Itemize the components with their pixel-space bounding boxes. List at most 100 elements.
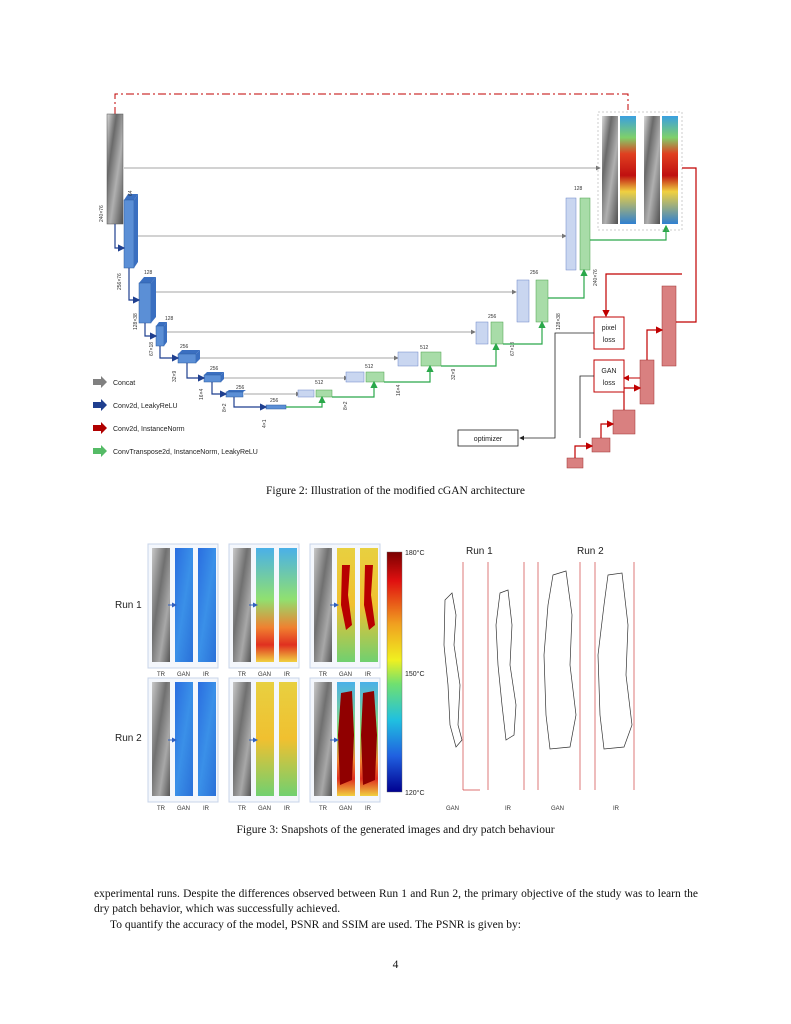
gan-loss-label-2: loss bbox=[603, 380, 616, 387]
dec-size-2: 67×18 bbox=[510, 342, 516, 356]
encoder-blocks bbox=[123, 194, 287, 410]
contour-header-run2: Run 2 bbox=[577, 546, 604, 557]
enc-size-2: 128×38 bbox=[133, 313, 139, 330]
encoder-block-2 bbox=[138, 282, 152, 324]
enc-ch-2: 128 bbox=[165, 316, 174, 322]
legend-label-2: Conv2d, InstanceNorm bbox=[113, 426, 185, 433]
pixel-loss-label-1: pixel bbox=[602, 325, 617, 332]
enc-ch-1: 128 bbox=[144, 270, 153, 276]
output-gray-image-1 bbox=[602, 116, 618, 224]
run2-panels bbox=[147, 677, 381, 803]
row-label-run-1: Run 1 bbox=[115, 600, 142, 611]
colorbar-mid: 150°C bbox=[405, 670, 425, 678]
dec-ch-3: 512 bbox=[420, 345, 429, 351]
svg-text:GAN: GAN bbox=[177, 806, 190, 812]
dec-size-3: 32×9 bbox=[451, 369, 457, 380]
colorbar-min: 120°C bbox=[405, 789, 425, 797]
enc-size-7: 4×1 bbox=[262, 419, 268, 428]
enc-size-4: 32×9 bbox=[172, 371, 178, 382]
figure-3-snapshots: Run 1 Run 2 TR GAN IR TR GAN IR TR GAN IR TR GA bbox=[115, 543, 635, 812]
pixel-loss-label-2: loss bbox=[603, 337, 616, 344]
enc-ch-6: 256 bbox=[270, 398, 279, 404]
gan-loss-box bbox=[593, 359, 625, 393]
encoder-block-4 bbox=[177, 353, 197, 364]
input-image bbox=[106, 113, 124, 225]
svg-text:TR: TR bbox=[157, 672, 166, 678]
svg-text:GAN: GAN bbox=[258, 672, 271, 678]
figure-2-architecture-diagram: 240×76 64 128 128 256 256 256 256 256×76… bbox=[93, 93, 697, 469]
enc-size-1: 256×76 bbox=[117, 273, 123, 290]
enc-ch-4: 256 bbox=[210, 366, 219, 372]
colorbar-max: 180°C bbox=[405, 549, 425, 557]
skip-red-dashdot-line bbox=[114, 93, 629, 115]
page-number: 4 bbox=[392, 959, 399, 971]
contour-label-0: GAN bbox=[446, 806, 459, 812]
figure-2-caption: Figure 2: Illustration of the modified c… bbox=[266, 485, 525, 497]
row-label-run-2: Run 2 bbox=[115, 733, 142, 744]
output-gray-image-2 bbox=[644, 116, 660, 224]
encoder-block-7 bbox=[265, 404, 287, 410]
svg-text:GAN: GAN bbox=[339, 806, 352, 812]
svg-text:IR: IR bbox=[284, 672, 291, 678]
legend: Concat Conv2d, LeakyReLU Conv2d, Instanc… bbox=[93, 376, 258, 457]
legend-conv-instancenorm-arrow-icon bbox=[93, 422, 107, 434]
encoder-block-3 bbox=[155, 325, 165, 347]
contour-label-3: IR bbox=[613, 806, 620, 812]
legend-label-1: Conv2d, LeakyReLU bbox=[113, 403, 178, 410]
svg-text:IR: IR bbox=[365, 672, 372, 678]
svg-text:GAN: GAN bbox=[177, 672, 190, 678]
contour-label-1: IR bbox=[505, 806, 512, 812]
dec-size-4: 16×4 bbox=[396, 385, 402, 396]
enc-size-6: 8×2 bbox=[222, 403, 228, 412]
svg-text:TR: TR bbox=[238, 806, 247, 812]
run1-panels bbox=[147, 543, 381, 669]
body-paragraph-1: experimental runs. Despite the differenc… bbox=[94, 888, 698, 915]
legend-label-3: ConvTranspose2d, InstanceNorm, LeakyReLU bbox=[113, 449, 258, 456]
svg-text:IR: IR bbox=[203, 806, 210, 812]
legend-concat-arrow-icon bbox=[93, 376, 107, 388]
dec-size-0: 240×76 bbox=[593, 269, 599, 286]
svg-text:TR: TR bbox=[157, 806, 166, 812]
dec-ch-4: 512 bbox=[365, 364, 374, 370]
optimizer-label: optimizer bbox=[474, 436, 503, 443]
enc-ch-0: 64 bbox=[128, 190, 134, 196]
legend-convtranspose-arrow-icon bbox=[93, 445, 107, 457]
output-heat-image-2 bbox=[662, 116, 678, 224]
enc-size-5: 16×4 bbox=[199, 389, 205, 400]
decoder-blocks bbox=[297, 197, 591, 398]
colorbar bbox=[386, 551, 403, 793]
contour-header-run1: Run 1 bbox=[466, 546, 493, 557]
encoder-block-1 bbox=[123, 199, 135, 269]
figure-3-caption: Figure 3: Snapshots of the generated ima… bbox=[236, 824, 555, 836]
run1-col-labels: TR GAN IR TR GAN IR TR GAN IR bbox=[157, 672, 372, 678]
dec-ch-1: 256 bbox=[530, 270, 539, 276]
svg-text:IR: IR bbox=[203, 672, 210, 678]
enc-ch-3: 256 bbox=[180, 344, 189, 350]
optimizer-box bbox=[457, 429, 519, 447]
contour-plots bbox=[443, 562, 635, 791]
legend-label-0: Concat bbox=[113, 380, 135, 387]
pixel-loss-box bbox=[593, 316, 625, 350]
dec-ch-0: 128 bbox=[574, 186, 583, 192]
dec-size-1: 128×38 bbox=[556, 313, 562, 330]
run2-col-labels: TR GAN IR TR GAN IR TR GAN IR bbox=[157, 806, 372, 812]
dec-ch-2: 256 bbox=[488, 314, 497, 320]
svg-text:GAN: GAN bbox=[258, 806, 271, 812]
contour-label-2: GAN bbox=[551, 806, 564, 812]
enc-ch-5: 256 bbox=[236, 385, 245, 391]
output-heat-image-1 bbox=[620, 116, 636, 224]
enc-size-3: 67×18 bbox=[149, 342, 155, 356]
enc-size-0: 240×76 bbox=[99, 205, 105, 222]
svg-text:TR: TR bbox=[319, 672, 328, 678]
svg-text:IR: IR bbox=[284, 806, 291, 812]
dec-size-5: 8×2 bbox=[343, 401, 349, 410]
gan-loss-label-1: GAN bbox=[601, 368, 616, 375]
svg-text:GAN: GAN bbox=[339, 672, 352, 678]
dec-ch-5: 512 bbox=[315, 380, 324, 386]
legend-conv-leakyrelu-arrow-icon bbox=[93, 399, 107, 411]
encoder-block-5 bbox=[203, 374, 222, 383]
encoder-block-6 bbox=[225, 391, 244, 398]
discriminator-blocks bbox=[566, 285, 677, 469]
svg-text:TR: TR bbox=[319, 806, 328, 812]
svg-text:TR: TR bbox=[238, 672, 247, 678]
